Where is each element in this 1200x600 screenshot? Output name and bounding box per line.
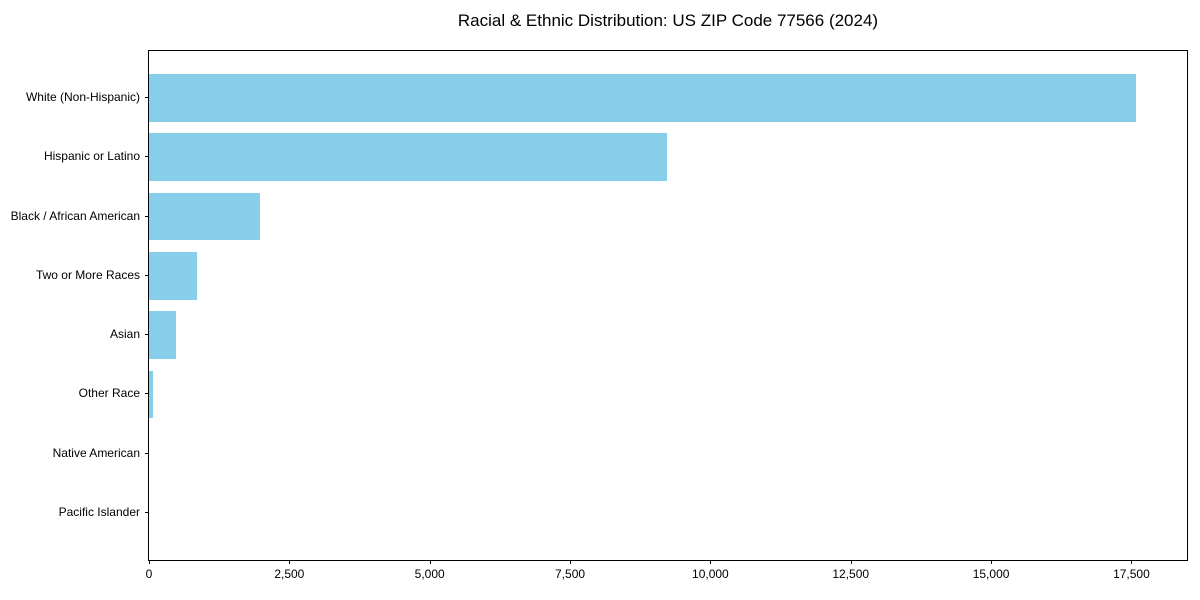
x-tick-label-2-500: 2,500 xyxy=(274,567,305,581)
x-tick-mark xyxy=(991,560,993,564)
bar-two-or-more-races xyxy=(149,252,197,300)
y-tick-mark xyxy=(145,274,149,276)
x-tick-label-15-000: 15,000 xyxy=(972,567,1010,581)
x-tick-mark xyxy=(1131,560,1133,564)
x-tick-mark xyxy=(570,560,572,564)
x-tick-label-17-500: 17,500 xyxy=(1113,567,1150,581)
y-tick-mark xyxy=(145,393,149,395)
y-tick-mark xyxy=(145,334,149,336)
bar-white-non-hispanic xyxy=(149,74,1136,122)
x-tick-mark xyxy=(149,560,150,564)
bar-hispanic-or-latino xyxy=(149,133,668,181)
x-tick-label-7-500: 7,500 xyxy=(555,567,586,581)
bar-asian xyxy=(149,311,176,359)
y-tick-label-other-race: Other Race xyxy=(78,386,140,401)
x-tick-mark xyxy=(429,560,431,564)
y-tick-mark xyxy=(145,452,149,454)
y-tick-label-pacific-islander: Pacific Islander xyxy=(58,505,140,520)
x-tick-mark xyxy=(850,560,852,564)
x-tick-mark xyxy=(710,560,712,564)
y-tick-mark xyxy=(145,156,149,158)
y-tick-mark xyxy=(145,215,149,217)
x-tick-mark xyxy=(289,560,291,564)
chart-title: Racial & Ethnic Distribution: US ZIP Cod… xyxy=(457,11,879,30)
y-tick-label-two-or-more-races: Two or More Races xyxy=(35,267,140,282)
x-tick-label-5-000: 5,000 xyxy=(414,567,445,581)
x-tick-label-12-500: 12,500 xyxy=(832,567,870,581)
y-tick-label-asian: Asian xyxy=(109,327,140,342)
y-tick-label-black-african-american: Black / African American xyxy=(10,208,140,223)
y-tick-label-hispanic-or-latino: Hispanic or Latino xyxy=(43,149,140,164)
y-tick-mark xyxy=(145,96,149,98)
y-tick-label-native-american: Native American xyxy=(52,445,140,460)
bar-other-race xyxy=(149,370,153,419)
y-tick-label-white-non-hispanic: White (Non-Hispanic) xyxy=(25,89,140,104)
x-tick-label-0: 0 xyxy=(145,567,153,581)
plot-area xyxy=(148,50,1188,561)
bar-black-african-american xyxy=(149,192,261,241)
x-tick-label-10-000: 10,000 xyxy=(692,567,729,581)
y-tick-mark xyxy=(145,512,149,514)
